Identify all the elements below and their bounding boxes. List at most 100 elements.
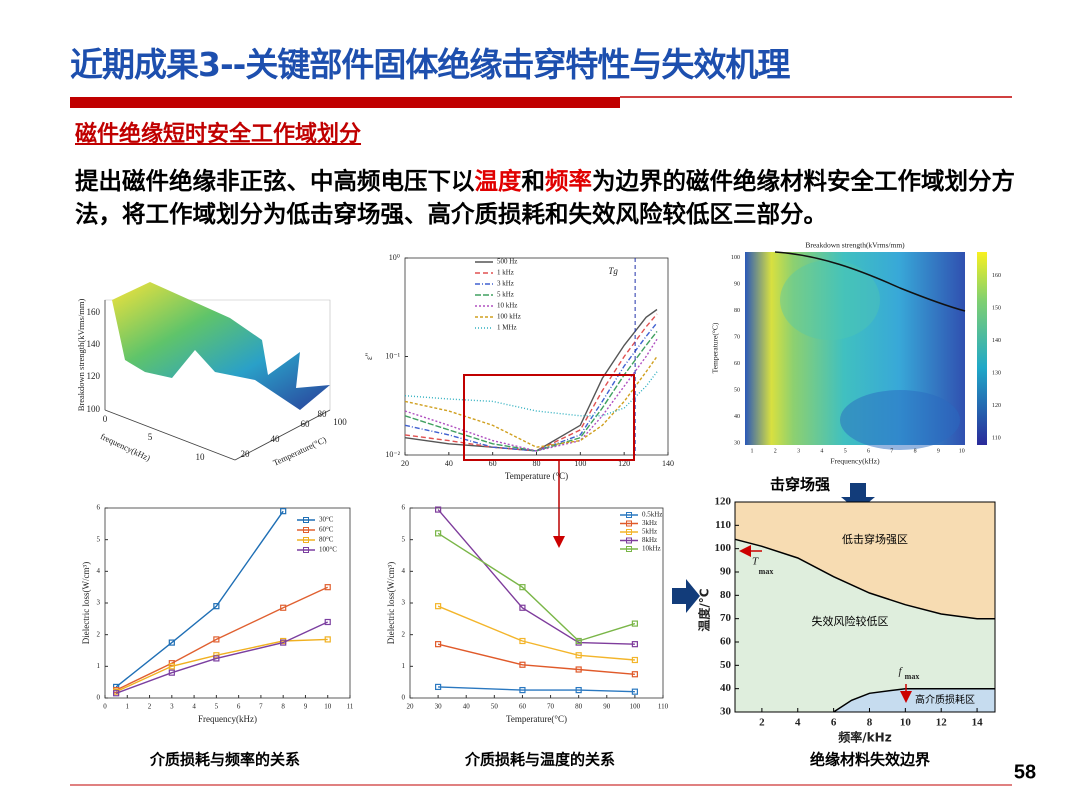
legend-label: 1 MHz (497, 324, 517, 332)
data-point (519, 584, 526, 591)
x-tick-label: 40 (445, 459, 453, 468)
intro-text: 提出磁件绝缘非正弦、中高频电压下以温度和频率为边界的磁件绝缘材料安全工作域划分方… (75, 165, 1030, 231)
y-tick-label: 2 (97, 630, 101, 638)
series-line (115, 586, 328, 691)
x-tick-label: 6 (831, 717, 837, 729)
tick-label: 100 (87, 404, 101, 414)
heatmap-shade (780, 260, 880, 340)
tick-label: 20 (241, 449, 251, 459)
tick-label: 90 (734, 281, 740, 287)
tick-label: 80 (734, 308, 740, 314)
text: 提出磁件绝缘非正弦、中高频电压下以 (75, 167, 475, 195)
x-axis-label: 频率/kHz (838, 730, 891, 745)
plot-frame (409, 507, 664, 699)
x-tick-label: 14 (972, 717, 984, 729)
y-tick-label: 10⁻² (385, 450, 400, 459)
y-tick-label: 0 (402, 694, 406, 702)
tick-label: 40 (271, 434, 281, 444)
colorbar (977, 252, 987, 445)
title-bar (70, 97, 620, 108)
text: 为边界的磁件绝缘材料安全工作域划分方法，将工作域划分为低击穿场强、高介质损耗和失… (75, 167, 1015, 228)
arrow-right (672, 579, 700, 613)
y-tick-label: 10⁻¹ (385, 351, 400, 360)
y-tick-label: 100 (715, 542, 732, 554)
tick-label: 70 (734, 334, 740, 340)
x-tick-label: 7 (259, 703, 263, 711)
y-tick-label: 80 (720, 589, 732, 601)
x-tick-label: 10 (324, 703, 332, 711)
page-number: 58 (1014, 761, 1036, 783)
tick-label: 100 (333, 417, 347, 427)
y-tick-label: 0 (97, 694, 101, 702)
tick-label: 10 (959, 448, 965, 454)
x-tick-label: 8 (867, 717, 873, 729)
y-tick-label: 120 (715, 496, 732, 508)
boundary-line (734, 538, 995, 620)
data-point (435, 506, 442, 513)
x-tick-label: 120 (618, 459, 630, 468)
legend-label: 3 kHz (497, 280, 514, 288)
legend-marker (626, 520, 632, 527)
tick-label: 110 (992, 435, 1001, 441)
legend-marker (303, 547, 309, 553)
tick-label: 150 (992, 305, 1001, 311)
region-label: 失效风险较低区 (812, 614, 889, 628)
legend-marker (303, 537, 309, 543)
tick-label: 8 (914, 448, 917, 454)
tick-label: 130 (992, 370, 1001, 376)
x-tick-label: 110 (658, 703, 669, 711)
region-bottom (833, 688, 995, 712)
tick-label: 100 (731, 255, 740, 261)
data-point (519, 686, 526, 694)
region-label: 高介质损耗区 (915, 693, 975, 706)
x-tick-label: 4 (795, 717, 801, 729)
tick-label: 140 (87, 339, 101, 349)
y-tick-label: 6 (97, 504, 101, 512)
tick-label: 40 (734, 414, 740, 420)
highlight: 频率 (545, 167, 592, 195)
x-tick-label: 140 (662, 459, 674, 468)
tick-label: 50 (734, 387, 740, 393)
tick-label: 140 (992, 338, 1001, 344)
y-tick-label: 4 (97, 567, 101, 575)
axis (104, 409, 236, 461)
series-line (437, 532, 636, 642)
data-point (324, 584, 331, 591)
y-tick-label: 3 (402, 599, 406, 607)
axis-label: Temperature(°C) (711, 322, 720, 373)
chart-title: Breakdown strength(kVrms/mm) (805, 241, 905, 250)
legend-marker (303, 527, 309, 533)
legend-label: 5kHz (642, 528, 657, 536)
axis-label: frequency(kHz) (99, 431, 152, 463)
data-point (575, 637, 582, 645)
plot-frame (734, 501, 996, 713)
axis-label: Breakdown strength(kVrms/mm) (76, 299, 86, 412)
tick-label: 5 (844, 448, 847, 454)
x-tick-label: 70 (547, 703, 555, 711)
legend-marker (626, 537, 632, 544)
tick-label: 10 (196, 452, 206, 462)
tick-label: 5 (148, 432, 153, 442)
x-tick-label: 2 (148, 703, 152, 711)
tick-label: 30 (734, 440, 740, 446)
x-tick-label: 100 (574, 459, 586, 468)
tick-label: 3 (797, 448, 800, 454)
data-point (519, 604, 526, 611)
x-tick-label: 4 (192, 703, 196, 711)
x-tick-label: 80 (575, 703, 583, 711)
slide-title: 近期成果3--关键部件固体绝缘击穿特性与失效机理 (70, 45, 790, 84)
region-label: 低击穿场强区 (842, 532, 908, 546)
legend-label: 5 kHz (497, 291, 514, 299)
series-line (404, 371, 658, 417)
series-line (437, 605, 635, 661)
surface (112, 282, 330, 410)
tmax-sub: max (759, 567, 774, 576)
data-point (213, 655, 220, 662)
tick-label: 60 (301, 419, 311, 429)
highlight: 温度 (474, 167, 522, 195)
data-point (631, 656, 638, 664)
data-point (168, 663, 175, 670)
x-axis-label: Temperature(°C) (506, 714, 567, 724)
axis (234, 409, 331, 461)
x-tick-label: 9 (304, 703, 308, 711)
